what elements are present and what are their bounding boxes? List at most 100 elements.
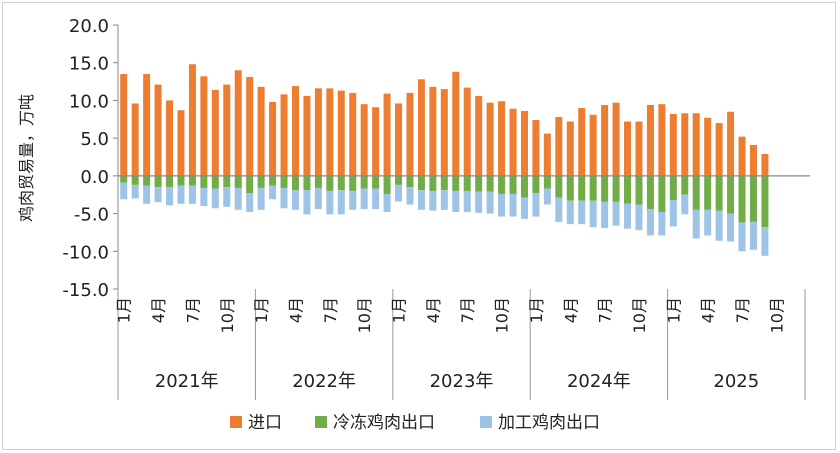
bar-import (200, 76, 208, 176)
bar-frozen-export (200, 175, 208, 188)
bar-frozen-export (440, 175, 448, 191)
bar-frozen-export (727, 175, 735, 214)
bar-frozen-export (314, 175, 322, 188)
bar-processed-export (406, 187, 414, 205)
bar-frozen-export (154, 175, 162, 188)
bar-processed-export (326, 190, 334, 215)
month-tick-label: 4月 (699, 297, 718, 323)
bar-processed-export (624, 203, 632, 229)
bar-frozen-export (520, 175, 528, 198)
bar-import (383, 93, 391, 176)
bar-import (349, 92, 357, 176)
bar-frozen-export (223, 175, 231, 188)
y-tick-label: 0.0 (80, 167, 109, 188)
bar-processed-export (463, 190, 471, 213)
year-label: 2023年 (430, 371, 494, 392)
bar-frozen-export (372, 175, 380, 189)
bar-processed-export (383, 193, 391, 213)
y-tick-label: -15.0 (62, 280, 109, 301)
bar-frozen-export (234, 175, 242, 188)
bar-frozen-export (143, 175, 151, 186)
bar-processed-export (612, 201, 620, 226)
bar-frozen-export (177, 175, 185, 186)
bar-import (188, 64, 196, 176)
bar-frozen-export (349, 175, 357, 191)
bar-processed-export (601, 201, 609, 228)
bar-import (646, 104, 654, 176)
bar-processed-export (188, 185, 196, 204)
bar-import (658, 104, 666, 176)
bar-frozen-export (326, 175, 334, 191)
bar-import (498, 101, 506, 176)
month-tick-label: 4月 (561, 297, 580, 323)
bar-import (589, 114, 597, 176)
bar-processed-export (257, 187, 265, 210)
bar-import (154, 84, 162, 176)
bar-frozen-export (475, 175, 483, 192)
month-tick-label: 10月 (355, 297, 374, 333)
y-tick-label: -5.0 (74, 205, 109, 226)
bar-frozen-export (646, 175, 654, 210)
month-tick-label: 7月 (321, 297, 340, 323)
bar-frozen-export (246, 175, 254, 194)
bar-frozen-export (291, 175, 299, 191)
month-tick-label: 10月 (493, 297, 512, 333)
year-label: 2025 (713, 371, 759, 392)
bar-import (635, 121, 643, 176)
bar-import (211, 89, 219, 176)
month-tick-label: 4月 (424, 297, 443, 323)
month-tick-label: 7月 (733, 297, 752, 323)
bar-import (715, 123, 723, 176)
bar-processed-export (154, 187, 162, 203)
bar-processed-export (646, 209, 654, 236)
bar-processed-export (177, 185, 185, 204)
bar-import (566, 121, 574, 176)
bar-processed-export (269, 185, 277, 200)
bar-frozen-export (131, 175, 139, 185)
bar-import (520, 110, 528, 176)
bar-processed-export (566, 200, 574, 225)
bar-processed-export (498, 193, 506, 217)
bar-frozen-export (578, 175, 586, 201)
bar-processed-export (360, 188, 368, 210)
bar-frozen-export (269, 175, 277, 186)
bar-processed-export (589, 200, 597, 228)
month-tick-label: 7月 (183, 297, 202, 323)
bar-import (246, 77, 254, 176)
bar-import (692, 113, 700, 176)
bar-frozen-export (589, 175, 597, 201)
bar-frozen-export (360, 175, 368, 189)
bar-processed-export (486, 191, 494, 214)
bar-import (738, 136, 746, 176)
month-tick-label: 10月 (630, 297, 649, 333)
y-tick-label: 20.0 (69, 16, 109, 37)
bar-frozen-export (601, 175, 609, 202)
bar-processed-export (635, 204, 643, 231)
y-tick-label: 10.0 (69, 91, 109, 112)
bar-processed-export (166, 187, 174, 206)
bar-import (360, 104, 368, 176)
bar-frozen-export (566, 175, 574, 201)
bar-frozen-export (509, 175, 517, 194)
y-tick-label: 5.0 (80, 129, 109, 150)
bar-import (120, 74, 128, 176)
bar-import (131, 103, 139, 176)
bar-frozen-export (715, 175, 723, 211)
bar-import (429, 86, 437, 176)
bar-import (452, 71, 460, 176)
bar-import (314, 88, 322, 176)
bar-import (601, 104, 609, 176)
bar-processed-export (452, 190, 460, 213)
y-axis-label: 鸡肉贸易量，万吨 (17, 94, 36, 222)
bar-processed-export (131, 184, 139, 199)
bar-import (372, 107, 380, 176)
bar-processed-export (337, 190, 345, 215)
month-tick-label: 4月 (286, 297, 305, 323)
bar-import (749, 144, 757, 176)
legend-label: 冷冻鸡肉出口 (333, 413, 435, 433)
bar-import (463, 87, 471, 176)
bar-frozen-export (704, 175, 712, 210)
y-tick-label: -10.0 (62, 242, 109, 263)
bar-processed-export (749, 221, 757, 250)
